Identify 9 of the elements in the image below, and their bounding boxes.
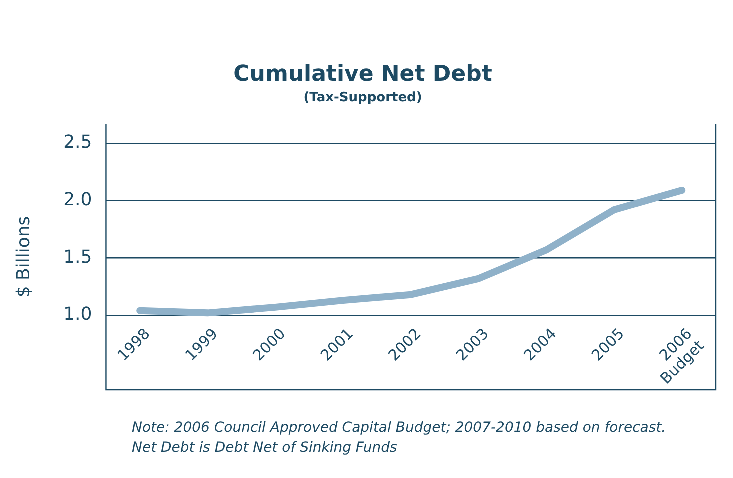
text: Note: 2006 Council Approved Capital Budget; 2007-2010 based on forecast. <box>132 420 666 436</box>
y-tick-label: 1.5 <box>64 246 92 268</box>
chart-title: Cumulative Net Debt <box>234 62 493 87</box>
y-tick-label: 1.0 <box>64 304 92 326</box>
text: Net Debt is Debt Net of Sinking Funds <box>132 440 398 456</box>
chart-subtitle: (Tax-Supported) <box>304 90 422 106</box>
y-axis-title: $ Billions <box>13 216 34 298</box>
y-tick-label: 2.5 <box>64 132 92 154</box>
y-tick-label: 2.0 <box>64 189 92 210</box>
